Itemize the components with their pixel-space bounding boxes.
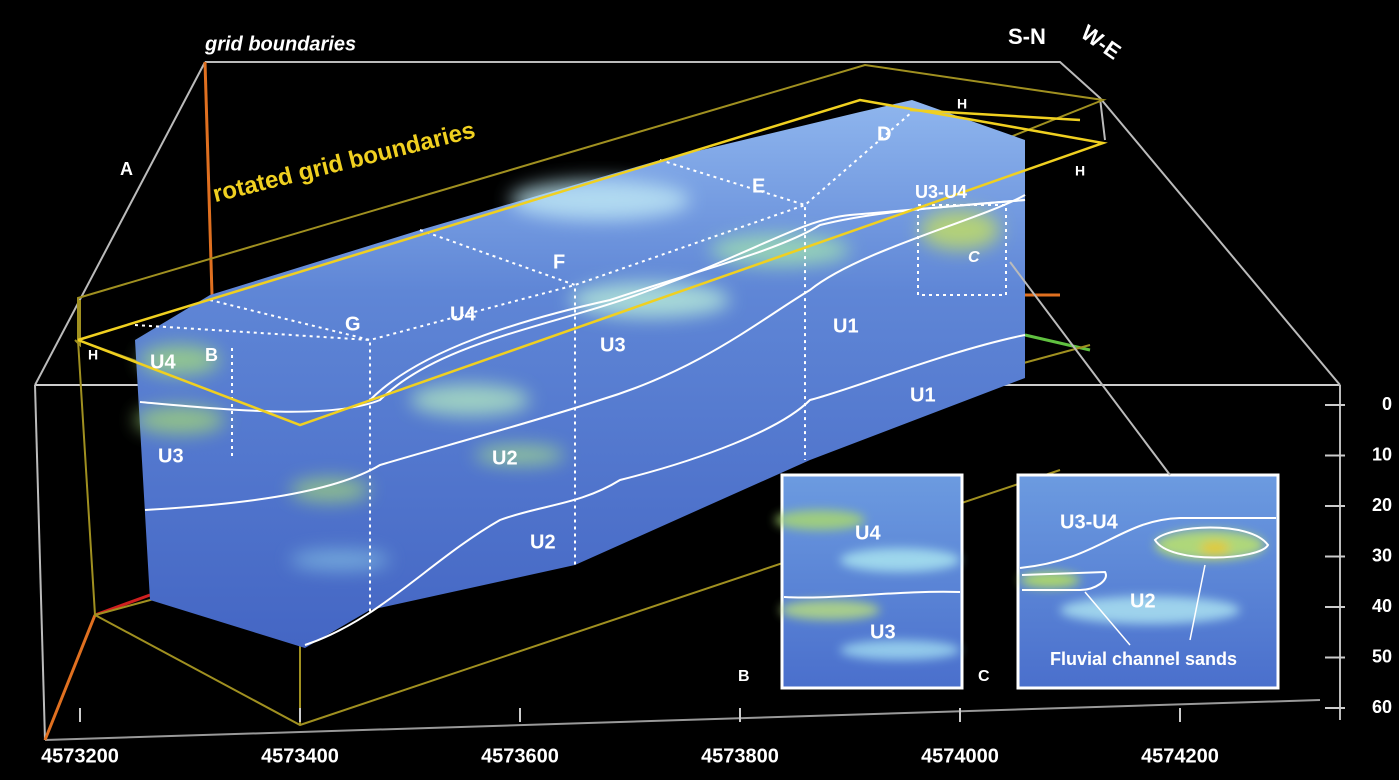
- depth-tick-label: 40: [1372, 596, 1392, 616]
- orientation-label: W-E: [1077, 20, 1126, 65]
- annotation: U3: [158, 445, 184, 467]
- figure: grid boundaries rotated grid boundaries …: [0, 0, 1399, 780]
- annotation: F: [553, 251, 565, 273]
- annotation: H: [957, 96, 967, 112]
- annotation: G: [345, 313, 361, 335]
- annotation: U3-U4: [1060, 511, 1119, 533]
- annotation: U1: [910, 384, 936, 406]
- x-tick-label: 4574200: [1141, 745, 1219, 767]
- x-tick-label: 4573800: [701, 745, 779, 767]
- annotation: U3: [600, 334, 626, 356]
- annotation: U4: [450, 303, 476, 325]
- x-tick-label: 4573400: [261, 745, 339, 767]
- annotation: U2: [1130, 590, 1156, 612]
- annotation: E: [752, 175, 765, 197]
- rotated-title: rotated grid boundaries: [210, 117, 478, 208]
- orientation-label: S-N: [1008, 24, 1046, 49]
- annotation: U3: [870, 621, 896, 643]
- depth-tick-label: 50: [1372, 646, 1392, 666]
- depth-tick-label: 30: [1372, 545, 1392, 565]
- depth-tick-label: 20: [1372, 495, 1392, 515]
- annotation: U4: [855, 522, 881, 544]
- page: grid boundaries rotated grid boundaries …: [0, 0, 1399, 780]
- annotation: D: [877, 123, 891, 145]
- annotation: U3-U4: [915, 182, 967, 202]
- x-tick-label: 4573600: [481, 745, 559, 767]
- annotation: B: [738, 668, 750, 685]
- annotation: C: [968, 249, 980, 266]
- annotation: Fluvial channel sands: [1050, 649, 1237, 669]
- annotation: H: [1075, 163, 1085, 179]
- annotation: B: [205, 345, 218, 365]
- depth-tick-label: 10: [1372, 444, 1392, 464]
- grid-title: grid boundaries: [204, 33, 356, 55]
- depth-tick-label: 0: [1382, 394, 1392, 414]
- annotation: A: [120, 159, 133, 179]
- annotation: H: [88, 347, 98, 363]
- annotation: U2: [530, 531, 556, 553]
- annotation: C: [978, 668, 990, 685]
- annotation: U2: [492, 447, 518, 469]
- x-tick-label: 4574000: [921, 745, 999, 767]
- annotation: U4: [150, 351, 176, 373]
- x-tick-label: 4573200: [41, 745, 119, 767]
- depth-tick-label: 60: [1372, 697, 1392, 717]
- annotation: U1: [833, 315, 859, 337]
